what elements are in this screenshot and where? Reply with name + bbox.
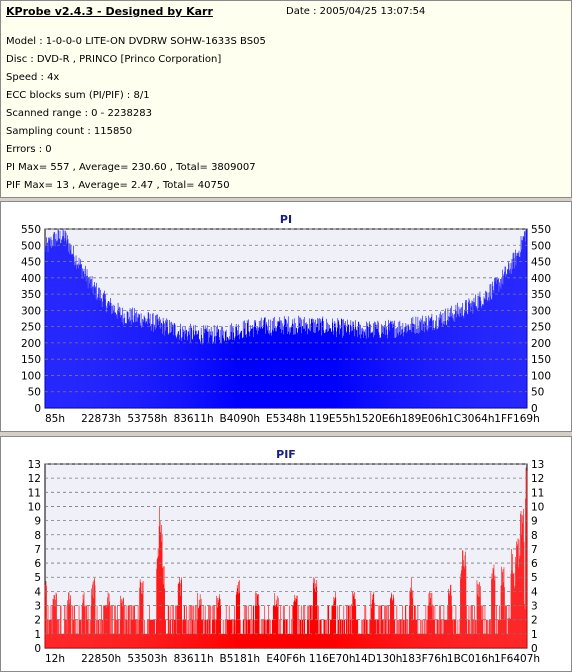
y-tick-right: 500 [531, 240, 551, 252]
data-series [44, 229, 528, 408]
y-tick-left: 0 [34, 643, 41, 655]
ecc-line: ECC blocks sum (PI/PIF) : 8/1 [6, 90, 150, 101]
y-tick-right: 0 [531, 643, 538, 655]
y-tick-left: 550 [21, 224, 41, 236]
x-tick: 1C3064h [447, 413, 494, 425]
x-tick: 14D130h [354, 653, 402, 665]
y-tick-right: 4 [531, 586, 538, 598]
y-tick-left: 9 [34, 516, 41, 528]
app-title: KProbe v2.4.3 - Designed by Karr [6, 5, 213, 18]
y-tick-right: 12 [531, 473, 544, 485]
y-tick-right: 50 [531, 387, 544, 399]
x-tick: 53503h [127, 653, 167, 665]
x-tick: 22850h [81, 653, 121, 665]
y-tick-left: 7 [34, 544, 41, 556]
sampling-line: Sampling count : 115850 [6, 126, 133, 137]
y-tick-left: 450 [21, 257, 41, 269]
data-series [44, 467, 528, 648]
y-tick-right: 3 [531, 601, 538, 613]
y-tick-right: 450 [531, 257, 551, 269]
info-panel: KProbe v2.4.3 - Designed by Karr Date : … [0, 0, 572, 198]
y-tick-left: 300 [21, 305, 41, 317]
y-tick-left: 250 [21, 322, 41, 334]
x-tick: 116E70h [309, 653, 356, 665]
y-tick-left: 400 [21, 273, 41, 285]
x-tick: E5348h [266, 413, 306, 425]
x-tick: 85h [45, 413, 65, 425]
y-tick-right: 250 [531, 322, 551, 334]
chart-title: PIF [276, 448, 296, 461]
pif-chart-panel: PIF 0 0 1 1 2 2 3 3 4 4 5 5 6 6 7 7 8 8 9 9 10 10 11 11 12 12 13 13 1… [0, 436, 572, 672]
y-tick-left: 12 [28, 473, 41, 485]
y-tick-right: 2 [531, 615, 538, 627]
y-tick-left: 11 [28, 487, 41, 499]
y-tick-right: 0 [531, 403, 538, 415]
y-tick-right: 1 [531, 629, 538, 641]
x-tick: 1FF169h [494, 413, 539, 425]
x-tick: 22873h [81, 413, 121, 425]
speed-line: Speed : 4x [6, 72, 60, 83]
range-line: Scanned range : 0 - 2238283 [6, 108, 152, 119]
y-tick-left: 5 [34, 572, 41, 584]
y-tick-right: 550 [531, 224, 551, 236]
y-tick-left: 1 [34, 629, 41, 641]
y-tick-right: 100 [531, 370, 551, 382]
y-tick-left: 50 [28, 387, 41, 399]
y-tick-right: 13 [531, 459, 544, 471]
y-tick-right: 11 [531, 487, 544, 499]
x-tick: 189E06h [401, 413, 448, 425]
x-tick: 119E55h [309, 413, 356, 425]
y-tick-right: 8 [531, 530, 538, 542]
y-tick-left: 3 [34, 601, 41, 613]
y-tick-right: 350 [531, 289, 551, 301]
y-tick-left: 10 [28, 501, 41, 513]
plot-area [44, 463, 528, 649]
y-tick-left: 500 [21, 240, 41, 252]
x-tick: 183F76h [402, 653, 448, 665]
model-line: Model : 1-0-0-0 LITE-ON DVDRW SOHW-1633S… [6, 36, 266, 47]
y-tick-left: 100 [21, 370, 41, 382]
pi-chart: PI 0 0 50 50 100 100 150 150 200 200 250 250 300 300 35… [21, 213, 551, 425]
x-tick: 12h [45, 653, 65, 665]
y-tick-left: 200 [21, 338, 41, 350]
x-tick: 83611h [174, 653, 214, 665]
chart-title: PI [280, 213, 292, 226]
x-tick: B5181h [220, 653, 261, 665]
disc-line: Disc : DVD-R , PRINCO [Princo Corporatio… [6, 54, 222, 65]
x-tick: E40F6h [266, 653, 305, 665]
x-tick: 1520E6h [355, 413, 402, 425]
y-tick-right: 6 [531, 558, 538, 570]
y-tick-left: 6 [34, 558, 41, 570]
y-tick-right: 300 [531, 305, 551, 317]
y-tick-right: 10 [531, 501, 544, 513]
x-tick: 53758h [127, 413, 167, 425]
x-tick: B4090h [220, 413, 261, 425]
pif-summary-line: PIF Max= 13 , Average= 2.47 , Total= 407… [6, 180, 230, 191]
y-tick-right: 9 [531, 516, 538, 528]
x-tick: 1BC016h [447, 653, 495, 665]
y-tick-left: 0 [34, 403, 41, 415]
y-tick-left: 8 [34, 530, 41, 542]
y-tick-left: 13 [28, 459, 41, 471]
y-tick-right: 200 [531, 338, 551, 350]
pi-chart-panel: PI 0 0 50 50 100 100 150 150 200 200 250 250 300 300 35… [0, 201, 572, 432]
errors-line: Errors : 0 [6, 144, 52, 155]
y-tick-right: 7 [531, 544, 538, 556]
scan-date: Date : 2005/04/25 13:07:54 [286, 6, 426, 17]
y-tick-left: 4 [34, 586, 41, 598]
y-tick-left: 2 [34, 615, 41, 627]
y-tick-left: 350 [21, 289, 41, 301]
y-tick-right: 400 [531, 273, 551, 285]
y-tick-left: 150 [21, 354, 41, 366]
pi-summary-line: PI Max= 557 , Average= 230.60 , Total= 3… [6, 162, 256, 173]
y-tick-right: 5 [531, 572, 538, 584]
x-tick: 1F6407h [494, 653, 540, 665]
x-tick: 83611h [174, 413, 214, 425]
y-tick-right: 150 [531, 354, 551, 366]
